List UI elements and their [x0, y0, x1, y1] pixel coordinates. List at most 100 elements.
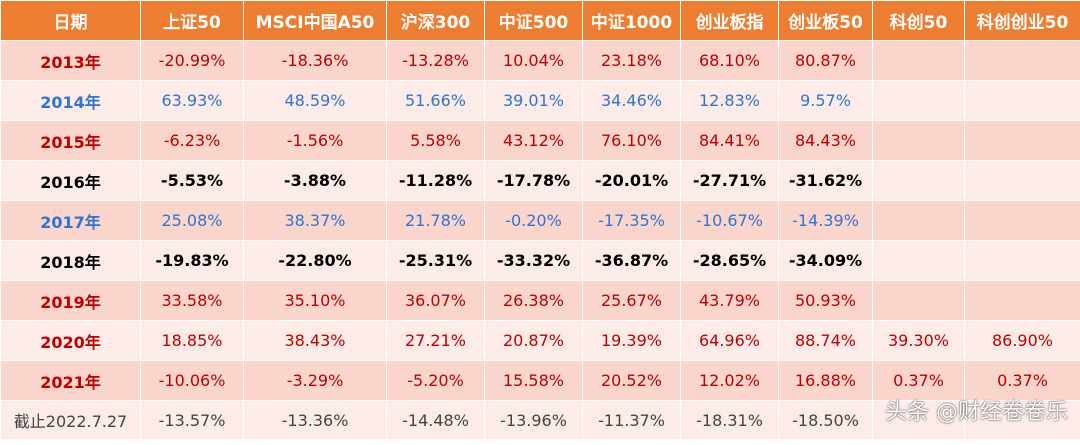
return-cell: 48.59% — [243, 80, 387, 121]
return-cell: 39.01% — [484, 80, 583, 121]
return-cell: 21.78% — [386, 200, 485, 241]
return-cell: -13.28% — [386, 40, 485, 81]
return-cell: 38.37% — [243, 200, 387, 241]
return-cell: 38.43% — [243, 320, 387, 361]
return-cell: -0.20% — [484, 200, 583, 241]
return-cell: -19.83% — [140, 240, 244, 281]
date-cell: 2013年 — [0, 40, 141, 81]
return-cell: -20.01% — [582, 160, 681, 201]
table-row: 2014年 63.93% 48.59% 51.66% 39.01% 34.46% 12.83… — [0, 80, 1080, 121]
date-cell: 2021年 — [0, 360, 141, 401]
return-cell: 0.37% — [964, 360, 1080, 401]
return-cell: -20.99% — [140, 40, 244, 81]
return-cell: -25.31% — [386, 240, 485, 281]
return-cell: -33.32% — [484, 240, 583, 281]
return-cell: -11.37% — [582, 400, 681, 440]
return-cell: 34.46% — [582, 80, 681, 121]
return-cell: -6.23% — [140, 120, 244, 161]
return-cell: -10.67% — [680, 200, 779, 241]
return-cell: 0.37% — [872, 360, 965, 401]
table-body: 2013年 -20.99% -18.36% -13.28% 10.04% 23.18% 68… — [0, 40, 1080, 440]
return-cell: 84.43% — [778, 120, 873, 161]
table-row: 2020年 18.85% 38.43% 27.21% 20.87% 19.39% 64.96… — [0, 320, 1080, 361]
return-cell: -34.09% — [778, 240, 873, 281]
return-cell: 10.04% — [484, 40, 583, 81]
return-cell — [964, 120, 1080, 161]
return-cell — [964, 160, 1080, 201]
table-row: 截止2022.7.27 -13.57% -13.36% -14.48% -13.96% -… — [0, 400, 1080, 440]
header-cell-csi300: 沪深300 — [386, 0, 485, 41]
header-cell-star50: 科创50 — [872, 0, 965, 41]
return-cell — [964, 40, 1080, 81]
header-cell-star-chinext50: 科创创业50 — [964, 0, 1080, 41]
return-cell: -10.06% — [140, 360, 244, 401]
date-cell: 2019年 — [0, 280, 141, 321]
date-cell: 2016年 — [0, 160, 141, 201]
return-cell — [872, 160, 965, 201]
return-cell: 16.88% — [778, 360, 873, 401]
return-cell: 18.85% — [140, 320, 244, 361]
return-cell: -36.87% — [582, 240, 681, 281]
return-cell: -13.57% — [140, 400, 244, 440]
header-cell-msci-a50: MSCI中国A50 — [243, 0, 387, 41]
return-cell: 20.52% — [582, 360, 681, 401]
date-cell: 2018年 — [0, 240, 141, 281]
header-cell-csi1000: 中证1000 — [582, 0, 681, 41]
return-cell: 43.12% — [484, 120, 583, 161]
return-cell — [872, 120, 965, 161]
return-cell: 76.10% — [582, 120, 681, 161]
return-cell: 64.96% — [680, 320, 779, 361]
date-cell: 2014年 — [0, 80, 141, 121]
return-cell: 35.10% — [243, 280, 387, 321]
header-row: 日期 上证50 MSCI中国A50 沪深300 中证500 中证1000 创业板… — [0, 0, 1080, 41]
return-cell: 51.66% — [386, 80, 485, 121]
return-cell: 19.39% — [582, 320, 681, 361]
header-cell-sse50: 上证50 — [140, 0, 244, 41]
return-cell: -14.39% — [778, 200, 873, 241]
table-row: 2015年 -6.23% -1.56% 5.58% 43.12% 76.10% 84.41%… — [0, 120, 1080, 161]
header-cell-chinext: 创业板指 — [680, 0, 779, 41]
return-cell: -1.56% — [243, 120, 387, 161]
return-cell — [964, 200, 1080, 241]
return-cell: 5.58% — [386, 120, 485, 161]
return-cell — [872, 400, 965, 440]
return-cell: 9.57% — [778, 80, 873, 121]
table-row: 2019年 33.58% 35.10% 36.07% 26.38% 25.67% 43.79… — [0, 280, 1080, 321]
return-cell — [964, 400, 1080, 440]
return-cell — [872, 40, 965, 81]
date-cell: 2015年 — [0, 120, 141, 161]
return-cell — [872, 240, 965, 281]
return-cell: -5.53% — [140, 160, 244, 201]
return-cell: 25.08% — [140, 200, 244, 241]
table-row: 2013年 -20.99% -18.36% -13.28% 10.04% 23.18% 68… — [0, 40, 1080, 81]
return-cell — [872, 80, 965, 121]
return-cell: -5.20% — [386, 360, 485, 401]
return-cell: -14.48% — [386, 400, 485, 440]
return-cell: 86.90% — [964, 320, 1080, 361]
return-cell: -11.28% — [386, 160, 485, 201]
return-cell: -3.29% — [243, 360, 387, 401]
return-cell: -18.31% — [680, 400, 779, 440]
return-cell: -13.96% — [484, 400, 583, 440]
return-cell: -3.88% — [243, 160, 387, 201]
return-cell: 15.58% — [484, 360, 583, 401]
return-cell — [964, 240, 1080, 281]
header-cell-csi500: 中证500 — [484, 0, 583, 41]
return-cell: 25.67% — [582, 280, 681, 321]
return-cell: 20.87% — [484, 320, 583, 361]
return-cell — [872, 280, 965, 321]
table-row: 2021年 -10.06% -3.29% -5.20% 15.58% 20.52% 12.0… — [0, 360, 1080, 401]
watermark: 头条 @财经卷卷乐 — [885, 400, 1068, 425]
return-cell: 12.83% — [680, 80, 779, 121]
return-cell: 50.93% — [778, 280, 873, 321]
date-cell: 2020年 — [0, 320, 141, 361]
return-cell: 12.02% — [680, 360, 779, 401]
return-cell: 68.10% — [680, 40, 779, 81]
return-cell: -13.36% — [243, 400, 387, 440]
return-cell: -27.71% — [680, 160, 779, 201]
date-cell: 2017年 — [0, 200, 141, 241]
return-cell — [964, 280, 1080, 321]
return-cell: 80.87% — [778, 40, 873, 81]
